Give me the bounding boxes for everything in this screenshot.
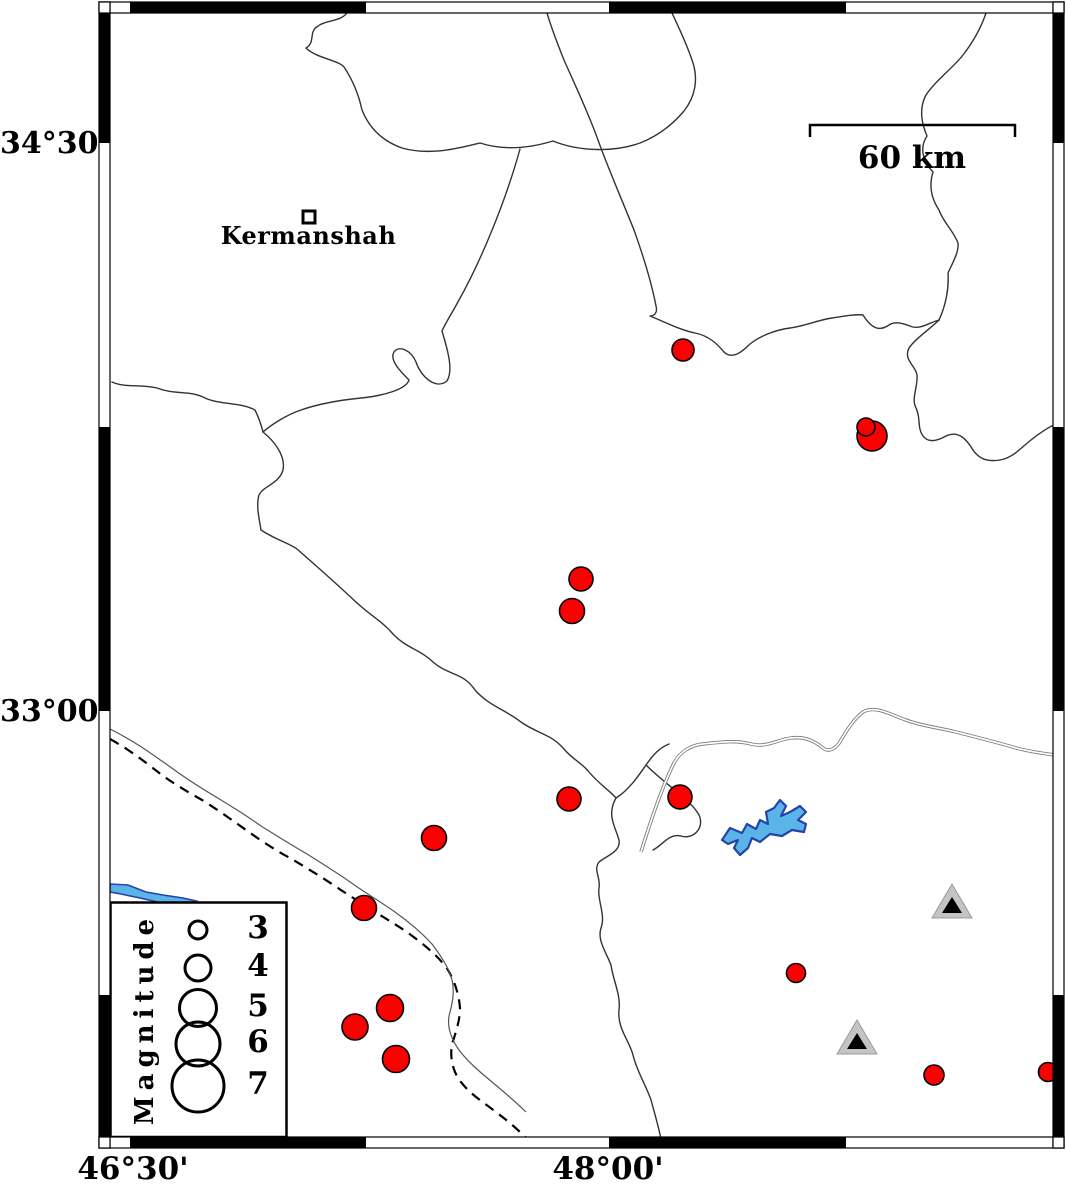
epicenter-circle — [1037, 1061, 1053, 1083]
legend-circle-mag-6 — [174, 1020, 222, 1068]
legend-magnitude-circles — [170, 919, 226, 1114]
epicenter-circle — [350, 894, 378, 922]
border-dashed-international — [110, 738, 528, 1137]
lon-tick-label-46-30: 46°30' — [77, 1151, 189, 1186]
border-parallel-line — [110, 728, 527, 1113]
legend-mag-7: 7 — [247, 1066, 269, 1102]
frame-seg — [609, 1137, 846, 1148]
boundary-northwest-loop — [305, 13, 697, 153]
epicenter-circle — [667, 784, 693, 810]
frame-seg — [99, 995, 110, 1138]
epicenter-circle — [375, 993, 405, 1023]
legend-circle-mag-3 — [187, 919, 209, 941]
epicenter-circle — [671, 338, 695, 362]
frame-seg — [609, 2, 846, 13]
boundary-west-diagonal — [257, 148, 617, 799]
epicenter-circle — [923, 1064, 945, 1086]
epicenter-circle — [856, 417, 876, 437]
frame-corner — [1052, 1136, 1065, 1149]
river-double-line — [639, 707, 1053, 853]
lat-tick-label-33-00: 33°00' — [0, 694, 108, 729]
legend-circle-mag-4 — [183, 953, 213, 983]
map-frame — [98, 1, 1065, 1149]
city-marker-square — [301, 209, 317, 225]
legend-title: Magnitude — [130, 912, 160, 1126]
boundary-fork-south — [596, 797, 662, 1137]
station-triangle-inner — [942, 897, 962, 913]
epicenter-layer — [341, 338, 1053, 1086]
station-triangle-inner — [847, 1033, 867, 1049]
frame-seg — [130, 2, 366, 13]
boundary-north-branch — [920, 13, 987, 321]
lake-reservoir — [720, 798, 808, 857]
epicenter-circle — [420, 824, 448, 852]
river-outer — [639, 707, 1053, 853]
station-layer — [836, 883, 973, 1055]
legend-mag-6: 6 — [247, 1024, 269, 1060]
lat-tick-label-34-30: 34°30' — [0, 126, 108, 161]
boundary-southeast-branch — [906, 319, 1053, 462]
frame-corner — [98, 1, 111, 14]
frame-corner — [1052, 1, 1065, 14]
epicenter-circle — [568, 566, 594, 592]
frame-seg — [99, 13, 110, 143]
legend-mag-5: 5 — [247, 988, 269, 1024]
boundary-east-main — [546, 13, 940, 356]
legend-mag-3: 3 — [247, 910, 269, 946]
frame-corner — [98, 1136, 111, 1149]
lon-tick-label-48-00: 48°00' — [552, 1151, 664, 1186]
boundary-west-tail — [111, 381, 264, 433]
city-label-kermanshah: Kermanshah — [220, 221, 397, 250]
river-inner — [640, 708, 1053, 853]
legend-mag-4: 4 — [247, 948, 269, 984]
epicenter-circle — [381, 1044, 411, 1074]
frame-seg — [1053, 427, 1064, 711]
frame-seg — [130, 1137, 366, 1148]
scale-bar — [808, 123, 1017, 137]
frame-seg — [99, 427, 110, 711]
epicenter-circle — [785, 962, 807, 984]
frame-seg — [1053, 995, 1064, 1138]
legend-circle-mag-5 — [178, 988, 218, 1028]
epicenter-circle — [558, 597, 586, 625]
scale-bar-label: 60 km — [857, 140, 967, 176]
legend-circle-mag-7 — [170, 1058, 226, 1114]
epicenter-circle — [341, 1013, 369, 1041]
frame-seg — [1053, 13, 1064, 143]
epicenter-circle — [556, 786, 582, 812]
